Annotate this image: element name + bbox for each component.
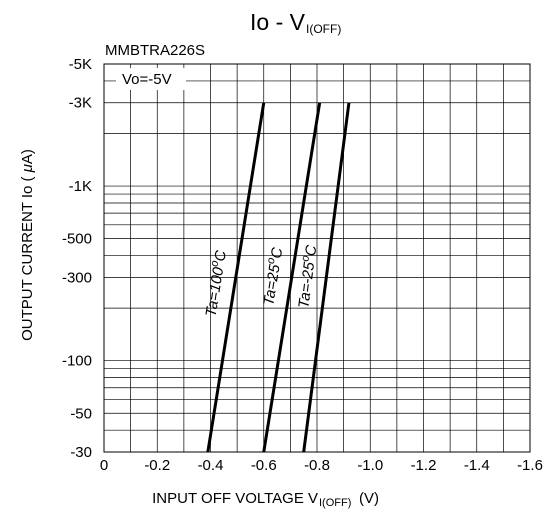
x-tick-label: 0 [100,457,108,474]
y-tick-label: -500 [62,231,92,248]
x-tick-label: -1.4 [464,457,490,474]
series-label: Ta=25oC [258,246,286,307]
series-line [262,102,322,453]
y-tick-label: -50 [70,405,92,422]
series-line [206,102,266,453]
x-tick-label: -1.6 [517,457,543,474]
x-axis-label-unit: (V) [359,490,379,507]
y-tick-label: -300 [62,269,92,286]
series-label: Ta=-25oC [293,244,320,310]
x-axis-label: INPUT OFF VOLTAGE V [152,490,318,507]
y-axis-label: OUTPUT CURRENT Io ( μA) [19,149,36,341]
grid [104,64,530,452]
y-tick-label: -100 [62,353,92,370]
chart-title: Io - V [250,9,306,35]
condition-label: Vo=-5V [122,71,172,88]
plot-frame [103,63,531,453]
x-tick-label: -0.4 [198,457,224,474]
condition-label-box [116,68,186,90]
x-tick-label: -1.0 [357,457,383,474]
chart-title-subscript: I(OFF) [306,22,341,36]
x-tick-label: -0.2 [144,457,170,474]
x-tick-label: -1.2 [411,457,437,474]
series-label: Ta=100oC [201,249,230,318]
y-tick-label: -3K [69,95,92,112]
x-tick-label: -0.6 [251,457,277,474]
x-tick-label: -0.8 [304,457,330,474]
tick-labels: 0 -0.2 -0.4 -0.6 -0.8 -1.0 -1.2 -1.4 -1.6 -30 -50 -… [62,56,543,474]
x-axis-label-subscript: I(OFF) [319,497,351,509]
device-label: MMBTRA226S [105,42,205,59]
series-line [302,102,351,453]
y-tick-label: -1K [69,178,92,195]
y-tick-label: -30 [70,444,92,461]
y-tick-label: -5K [69,56,92,73]
